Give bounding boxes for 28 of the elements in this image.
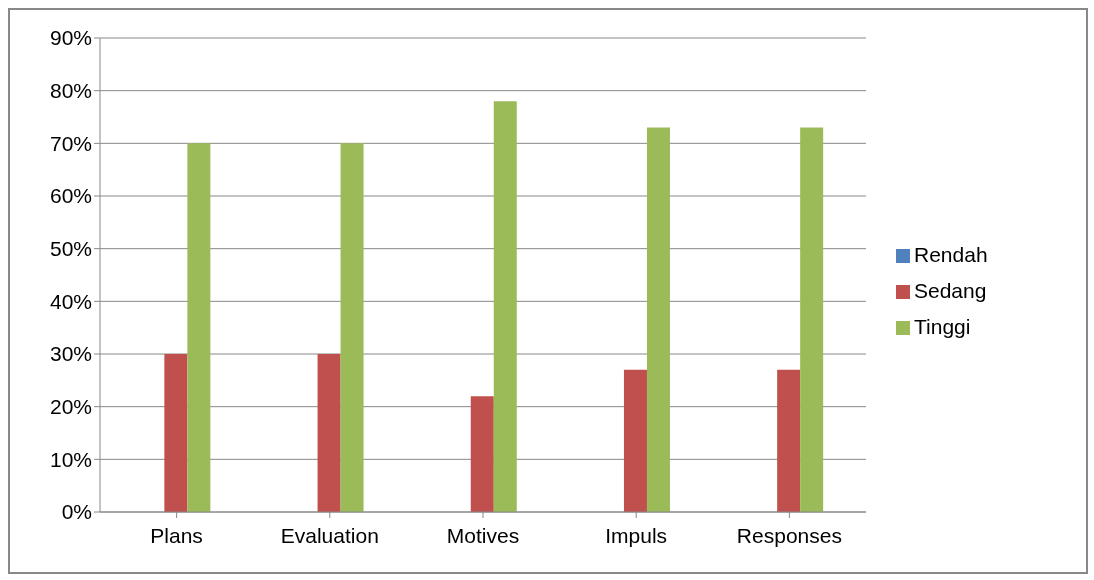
y-tick-label: 90%	[49, 26, 92, 50]
legend-label: Rendah	[914, 243, 988, 266]
bar	[800, 127, 824, 512]
x-tick-label: Responses	[736, 523, 842, 547]
bar	[187, 143, 211, 512]
bar	[623, 369, 647, 512]
bar	[777, 369, 801, 512]
x-tick-label: Evaluation	[280, 523, 379, 547]
x-tick-label: Plans	[150, 523, 203, 547]
x-tick-label: Impuls	[605, 523, 668, 547]
y-tick-label: 50%	[49, 237, 92, 261]
x-tick-label: Motives	[446, 523, 520, 547]
legend-label: Sedang	[914, 279, 987, 302]
y-tick-label: 30%	[49, 342, 92, 366]
bar	[646, 127, 670, 512]
y-tick-label: 20%	[49, 395, 92, 419]
bar	[317, 354, 341, 512]
y-tick-label: 70%	[49, 131, 92, 155]
legend-label: Tinggi	[914, 315, 971, 338]
bar	[493, 101, 517, 512]
y-tick-label: 10%	[49, 447, 92, 471]
y-tick-label: 80%	[49, 79, 92, 103]
bar	[340, 143, 364, 512]
y-tick-label: 40%	[49, 289, 92, 313]
y-tick-label: 60%	[49, 184, 92, 208]
bar	[164, 354, 188, 512]
bar	[470, 396, 494, 512]
y-tick-label: 0%	[61, 500, 92, 524]
